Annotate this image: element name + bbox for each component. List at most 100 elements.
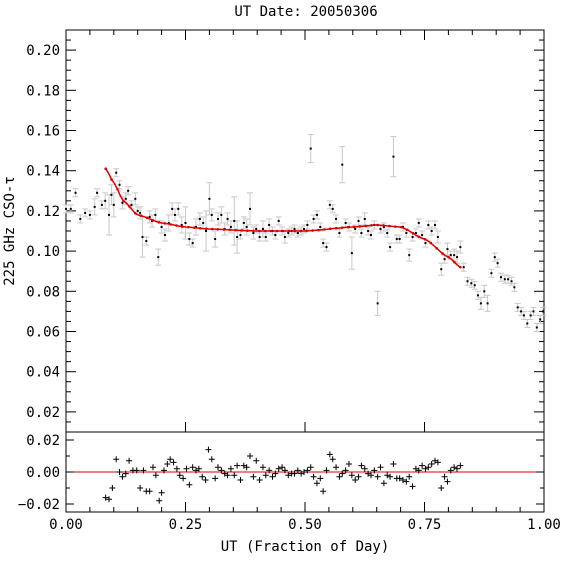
residual-point: [317, 475, 324, 482]
residual-point: [399, 477, 406, 483]
residual-point: [294, 467, 301, 474]
residual-point: [387, 473, 394, 480]
main-y-ticks: 0.02 0.04 0.06 0.08 0.10 0.12 0.14 0.16 0.18 0.20: [26, 39, 544, 423]
data-point: [363, 217, 366, 220]
residual-point: [285, 472, 292, 479]
residual-point: [102, 494, 109, 501]
fit-marker: [116, 187, 119, 191]
data-point: [255, 227, 258, 230]
data-point: [180, 223, 183, 226]
residual-point: [231, 472, 238, 479]
fit-marker: [459, 265, 462, 269]
residual-point: [256, 477, 263, 483]
data-point: [331, 207, 334, 210]
residual-point: [355, 473, 362, 480]
residual-point: [146, 488, 153, 495]
data-point: [315, 213, 318, 216]
residual-point: [208, 456, 215, 463]
residual-points: [102, 446, 464, 504]
residual-point: [173, 465, 180, 472]
data-point: [258, 236, 261, 239]
residual-point: [422, 465, 429, 472]
data-point: [264, 236, 267, 239]
fit-line: [105, 168, 461, 268]
residual-point: [202, 477, 209, 483]
residual-point: [176, 472, 183, 479]
fit-marker: [246, 229, 249, 232]
residual-point: [377, 464, 384, 471]
residual-point: [390, 461, 397, 467]
residual-point: [109, 485, 116, 491]
fit-marker: [447, 255, 450, 259]
data-point: [202, 221, 205, 224]
data-point: [148, 215, 151, 218]
data-point: [84, 211, 87, 214]
data-point: [127, 189, 130, 192]
residual-point: [140, 467, 147, 474]
data-point: [274, 234, 277, 237]
fit-marker: [317, 228, 320, 232]
data-point: [205, 230, 208, 232]
main-y-tick-label: 0.14: [26, 164, 60, 180]
residual-point: [189, 464, 196, 471]
fit-marker: [281, 229, 285, 233]
data-point: [293, 227, 296, 230]
residual-point: [180, 475, 187, 482]
fit-marker: [346, 225, 350, 229]
residual-point: [269, 473, 276, 480]
data-point: [486, 302, 489, 305]
residual-point: [259, 464, 266, 471]
x-tick-label: 0.25: [169, 517, 203, 533]
data-point: [303, 227, 306, 230]
residual-point: [183, 465, 190, 472]
residual-point: [415, 467, 422, 474]
data-point: [350, 252, 353, 255]
residual-point: [304, 467, 311, 474]
data-point: [542, 310, 545, 313]
data-point: [341, 163, 344, 166]
residual-point: [291, 470, 298, 477]
residual-point: [186, 481, 193, 488]
data-point: [526, 322, 529, 325]
data-point: [236, 236, 239, 239]
main-y-tick-label: 0.16: [26, 124, 60, 140]
residual-panel: −0.02 0.00 0.02 0.00 0.25 0.50 0.75 1.00 UT (F…: [18, 30, 561, 555]
data-point: [121, 201, 124, 204]
residual-point: [152, 472, 159, 479]
fit-marker: [299, 229, 303, 233]
data-point: [188, 238, 191, 241]
data-point: [456, 256, 459, 259]
residual-point: [403, 478, 410, 485]
data-point: [376, 302, 379, 305]
fit-marker: [305, 229, 308, 233]
residual-point: [133, 467, 140, 474]
data-point: [65, 207, 67, 210]
data-point: [516, 306, 519, 309]
fit-marker: [181, 225, 184, 228]
fit-marker: [240, 229, 243, 232]
data-point: [177, 207, 180, 210]
fit-marker: [228, 228, 232, 232]
residual-point: [160, 467, 167, 474]
residual-y-ticks: −0.02 0.00 0.02: [18, 433, 544, 513]
data-point: [245, 225, 248, 228]
data-point: [490, 272, 493, 275]
data-point: [459, 246, 462, 249]
data-point: [392, 155, 395, 158]
data-point: [268, 223, 271, 226]
data-point: [134, 197, 137, 200]
residual-point: [342, 467, 349, 474]
residual-point: [156, 497, 163, 504]
residual-y-tick-label: 0.02: [26, 433, 60, 449]
residual-point: [307, 464, 314, 471]
main-panel: 0.02 0.04 0.06 0.08 0.10 0.12 0.14 0.16 0.18 0.20…: [2, 29, 547, 433]
residual-point: [243, 464, 250, 471]
residual-point: [167, 456, 174, 463]
residual-point: [447, 467, 454, 474]
data-point: [229, 225, 232, 228]
data-point: [283, 236, 286, 239]
residual-point: [301, 469, 308, 475]
data-point: [306, 223, 309, 226]
data-point: [167, 221, 170, 224]
main-points: [65, 147, 545, 329]
